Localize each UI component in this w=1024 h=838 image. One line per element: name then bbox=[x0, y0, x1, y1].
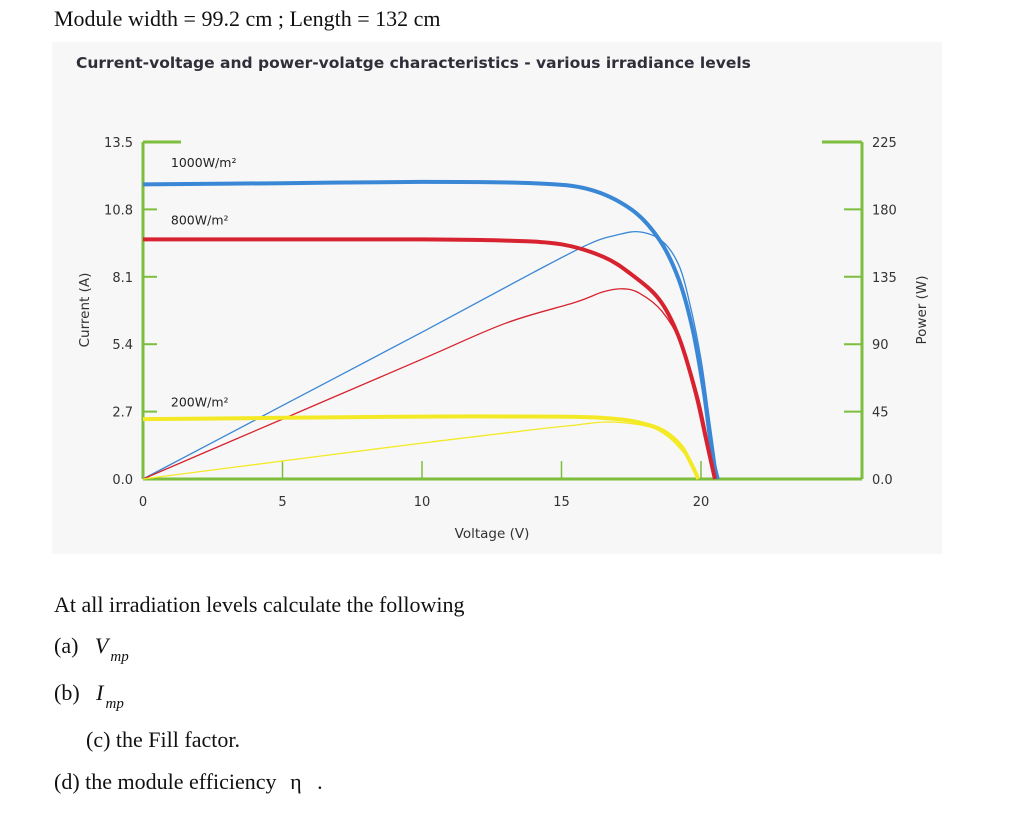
question-a-subscript: mp bbox=[110, 649, 129, 665]
series-label: 200W/m² bbox=[171, 395, 229, 410]
y-axis-title: Current (A) bbox=[77, 273, 93, 348]
x-tick-label: 10 bbox=[414, 495, 431, 510]
current-curve bbox=[143, 237, 717, 480]
current-curves bbox=[142, 179, 720, 480]
x-axis-title: Voltage (V) bbox=[455, 526, 530, 542]
question-b-variable: I bbox=[96, 680, 104, 705]
series-label: 800W/m² bbox=[171, 212, 229, 227]
question-a-variable: V bbox=[94, 633, 109, 658]
y2-tick-label: 135 bbox=[872, 271, 897, 286]
question-d-symbol: η bbox=[290, 769, 302, 794]
y2-tick-label: 180 bbox=[872, 203, 897, 218]
chart-ticks: 13.5 10.8 8.1 5.4 2.7 0.0 225 180 135 90 45 0.0 0 5 10… bbox=[104, 136, 897, 510]
question-d: (d) the module efficiency η . bbox=[54, 769, 323, 795]
y-tick-label: 13.5 bbox=[104, 136, 133, 151]
question-d-text: (d) the module efficiency bbox=[54, 769, 277, 794]
x-tick-label: 0 bbox=[139, 495, 147, 510]
question-b-label: (b) bbox=[54, 680, 80, 705]
chart-frame bbox=[141, 140, 864, 481]
power-curve bbox=[142, 288, 716, 480]
question-a-label: (a) bbox=[54, 633, 79, 658]
current-curve bbox=[142, 179, 720, 480]
y2-axis-title: Power (W) bbox=[914, 276, 930, 345]
current-curve bbox=[142, 414, 701, 480]
question-b-subscript: mp bbox=[105, 696, 124, 712]
chart-labels: 1000W/m² 800W/m² 200W/m² Voltage (V) Current… bbox=[77, 155, 930, 542]
x-tick-label: 15 bbox=[553, 495, 570, 510]
y2-tick-label: 225 bbox=[872, 136, 897, 151]
y-tick-label: 0.0 bbox=[112, 473, 133, 488]
question-intro: At all irradiation levels calculate the … bbox=[54, 592, 465, 617]
power-curves bbox=[142, 231, 719, 480]
chart-panel: Current-voltage and power-volatge charac… bbox=[52, 42, 942, 554]
module-info: Module width = 99.2 cm ; Length = 132 cm bbox=[54, 6, 441, 31]
y-tick-label: 10.8 bbox=[104, 203, 133, 218]
y-tick-label: 2.7 bbox=[112, 406, 133, 421]
y-tick-label: 5.4 bbox=[112, 338, 133, 353]
series-label: 1000W/m² bbox=[171, 155, 237, 170]
y2-tick-label: 45 bbox=[872, 406, 889, 421]
x-tick-label: 20 bbox=[693, 495, 710, 510]
power-curve bbox=[142, 231, 719, 480]
question-d-end: . bbox=[317, 769, 323, 794]
y2-tick-label: 90 bbox=[872, 338, 889, 353]
y2-tick-label: 0.0 bbox=[872, 473, 893, 488]
x-tick-label: 5 bbox=[278, 495, 286, 510]
power-curve bbox=[142, 421, 699, 480]
chart-title: Current-voltage and power-volatge charac… bbox=[76, 54, 751, 72]
y-tick-label: 8.1 bbox=[112, 271, 133, 286]
question-c: (c) the Fill factor. bbox=[86, 727, 240, 752]
